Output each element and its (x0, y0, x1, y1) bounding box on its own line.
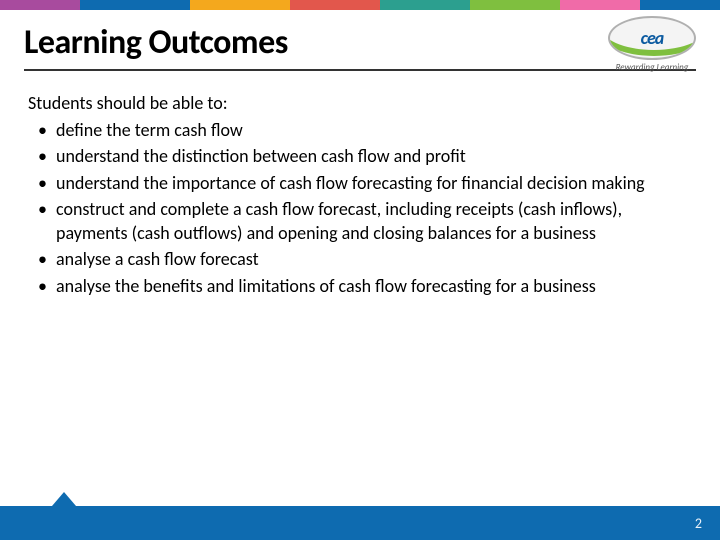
page-number: 2 (695, 515, 702, 532)
logo-oval: cea (608, 16, 696, 60)
footer-notch-icon (52, 492, 76, 506)
brand-logo: cea Rewarding Learning (608, 16, 696, 73)
list-item: analyse a cash flow forecast (28, 247, 684, 271)
stripe-segment (190, 0, 290, 10)
stripe-segment (560, 0, 640, 10)
stripe-segment (290, 0, 380, 10)
top-accent-stripe (0, 0, 720, 10)
slide: Learning Outcomes cea Rewarding Learning… (0, 0, 720, 540)
list-item: understand the distinction between cash … (28, 144, 684, 168)
slide-title: Learning Outcomes (24, 22, 696, 63)
stripe-segment (0, 0, 80, 10)
stripe-segment (470, 0, 560, 10)
logo-text: cea (641, 27, 664, 49)
stripe-segment (80, 0, 190, 10)
logo-tagline: Rewarding Learning (616, 62, 689, 73)
intro-text: Students should be able to: (28, 92, 684, 114)
title-underline (24, 69, 696, 71)
list-item: analyse the benefits and limitations of … (28, 274, 684, 298)
list-item: construct and complete a cash flow forec… (28, 197, 684, 246)
footer-bar: 2 (0, 506, 720, 540)
list-item: understand the importance of cash flow f… (28, 171, 684, 195)
header: Learning Outcomes (24, 22, 696, 71)
stripe-segment (380, 0, 470, 10)
stripe-segment (640, 0, 720, 10)
list-item: define the term cash flow (28, 118, 684, 142)
content-area: Students should be able to: define the t… (28, 92, 684, 300)
outcomes-list: define the term cash flowunderstand the … (28, 118, 684, 298)
